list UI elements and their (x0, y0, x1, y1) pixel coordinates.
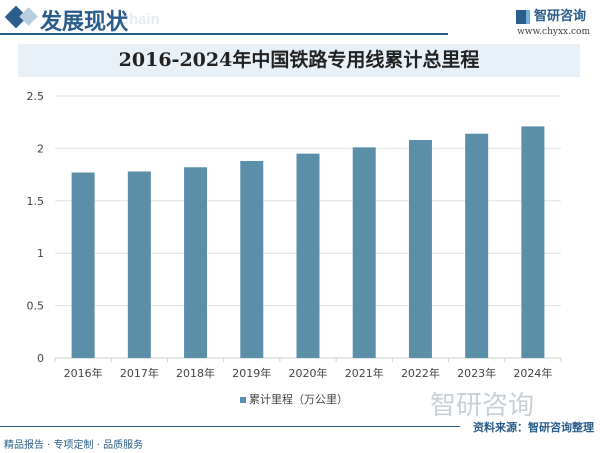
x-tick-label: 2017年 (120, 366, 159, 380)
y-tick-label: 1.5 (27, 195, 45, 208)
x-tick-label: 2023年 (457, 366, 496, 380)
x-tick-label: 2019年 (232, 366, 271, 380)
slogan: 精品报告 · 专项定制 · 品质服务 (4, 440, 144, 451)
brand-logo: 智研咨询 (515, 5, 586, 24)
section-title: 发展现状 (40, 9, 129, 35)
bar (352, 147, 376, 358)
bar (408, 140, 432, 358)
x-tick-label: 2018年 (176, 366, 215, 380)
y-tick-label: 2.5 (27, 90, 45, 103)
y-tick-label: 0 (37, 352, 44, 365)
bar (465, 133, 489, 358)
y-tick-label: 1 (37, 247, 44, 260)
bar (521, 126, 545, 358)
legend-swatch (240, 397, 246, 403)
x-tick-label: 2022年 (401, 366, 440, 380)
brand-name: 智研咨询 (533, 9, 586, 24)
bar (184, 167, 208, 358)
brand-url: www.chyxx.com (517, 27, 590, 37)
bar (296, 153, 320, 358)
legend-label: 累计里程（万公里） (249, 393, 348, 406)
source-note: 资料来源：智研咨询整理 (473, 421, 594, 434)
brand-logo-icon (515, 9, 530, 24)
x-tick-label: 2016年 (64, 366, 103, 380)
y-tick-label: 0.5 (27, 300, 45, 313)
bar (240, 160, 264, 358)
footer-divider (0, 426, 460, 427)
chart-title: 2016-2024年中国铁路专用线累计总里程 (18, 44, 580, 77)
header-ghost-text: Chain (118, 11, 160, 28)
legend: 累计里程（万公里） (240, 391, 348, 407)
bar (71, 172, 95, 358)
header-divider (0, 33, 448, 35)
x-tick-label: 2021年 (345, 366, 384, 380)
bar (127, 171, 151, 358)
x-tick-label: 2024年 (513, 366, 552, 380)
x-tick-label: 2020年 (289, 366, 328, 380)
y-tick-label: 2 (37, 142, 44, 155)
watermark-logo: 智研咨询 (430, 391, 535, 421)
